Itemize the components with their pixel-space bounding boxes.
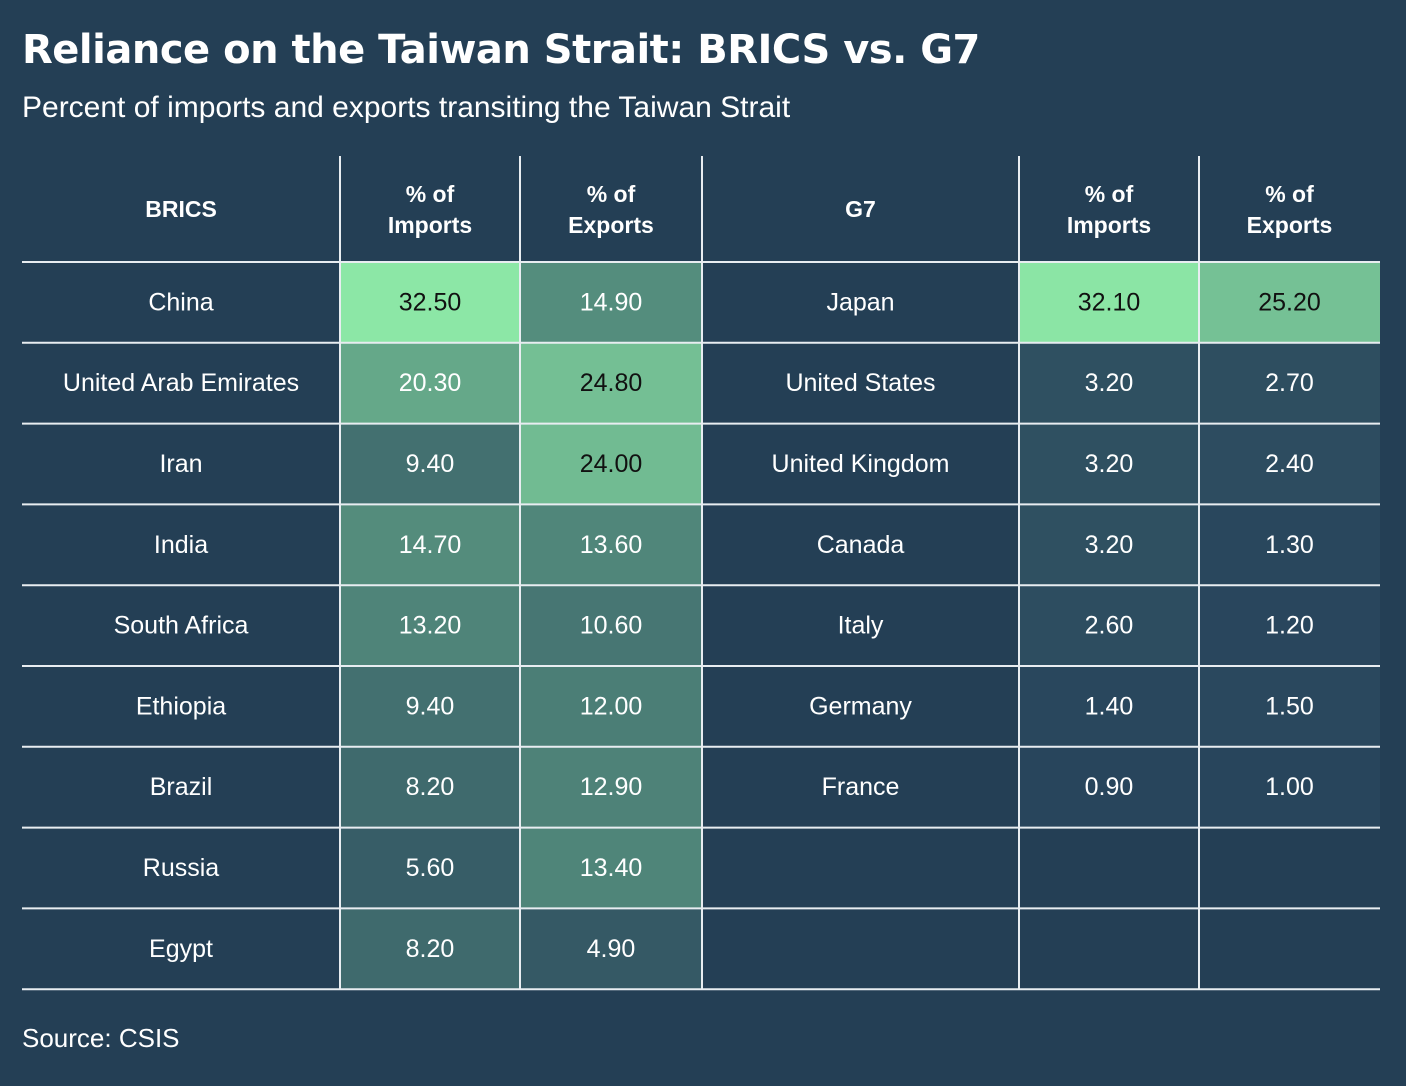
- brics-exports-cell: [520, 585, 702, 666]
- g7-exports-cell: [1199, 666, 1380, 747]
- brics-imports-cell: [340, 827, 520, 909]
- brics-imports-cell: [340, 585, 520, 666]
- brics-exports-value: 4.90: [587, 935, 636, 963]
- brics-imports-value: 9.40: [406, 692, 455, 720]
- brics-imports-value: 20.30: [399, 369, 462, 397]
- column-header: % of Imports: [388, 181, 472, 238]
- g7-imports-value: 3.20: [1085, 450, 1134, 478]
- brics-country-label: Brazil: [150, 773, 213, 801]
- chart-subtitle: Percent of imports and exports transitin…: [22, 91, 791, 124]
- brics-exports-cell: [520, 342, 702, 424]
- brics-exports-cell: [520, 666, 702, 747]
- g7-exports-cell: [1199, 504, 1380, 586]
- g7-imports-value: 2.60: [1085, 612, 1134, 640]
- brics-imports-value: 8.20: [406, 935, 455, 963]
- brics-country-label: India: [154, 531, 208, 559]
- brics-imports-value: 13.20: [399, 612, 462, 640]
- brics-country-label: Ethiopia: [136, 692, 226, 720]
- brics-country-label: United Arab Emirates: [63, 369, 299, 397]
- brics-exports-value: 13.40: [580, 854, 643, 882]
- brics-country-label: South Africa: [114, 612, 249, 640]
- brics-exports-value: 12.00: [580, 692, 643, 720]
- g7-exports-cell: [1199, 342, 1380, 424]
- brics-exports-value: 13.60: [580, 531, 643, 559]
- column-header: % of Exports: [1247, 181, 1333, 238]
- g7-exports-cell: [1199, 585, 1380, 666]
- brics-exports-cell: [520, 827, 702, 909]
- brics-imports-cell: [340, 504, 520, 586]
- g7-exports-value: 2.40: [1265, 450, 1314, 478]
- column-header: BRICS: [145, 196, 217, 222]
- g7-imports-value: 0.90: [1085, 773, 1134, 801]
- g7-imports-cell: [1019, 746, 1199, 828]
- brics-exports-cell: [520, 504, 702, 586]
- brics-imports-cell: [340, 423, 520, 505]
- g7-country-label: United Kingdom: [772, 450, 950, 478]
- g7-imports-cell: [1019, 666, 1199, 747]
- g7-country-label: Japan: [826, 288, 894, 316]
- g7-exports-value: 1.20: [1265, 612, 1314, 640]
- brics-imports-cell: [340, 342, 520, 424]
- g7-imports-value: 3.20: [1085, 369, 1134, 397]
- g7-country-label: United States: [785, 369, 935, 397]
- brics-imports-cell: [340, 908, 520, 990]
- g7-exports-value: 25.20: [1258, 288, 1321, 316]
- g7-imports-cell: [1019, 262, 1199, 343]
- brics-exports-cell: [520, 262, 702, 343]
- g7-imports-cell: [1019, 504, 1199, 586]
- g7-country-label: Germany: [809, 692, 912, 720]
- brics-exports-value: 12.90: [580, 773, 643, 801]
- g7-exports-value: 1.30: [1265, 531, 1314, 559]
- brics-exports-value: 24.00: [580, 450, 643, 478]
- brics-exports-cell: [520, 908, 702, 990]
- table-svg: BRICS % of Imports % of Exports G7 % of Imports…: [22, 156, 1380, 991]
- g7-imports-value: 3.20: [1085, 531, 1134, 559]
- column-header: G7: [845, 196, 876, 222]
- g7-exports-cell: [1199, 262, 1380, 343]
- g7-imports-cell: [1019, 423, 1199, 505]
- brics-imports-value: 5.60: [406, 854, 455, 882]
- g7-exports-value: 1.00: [1265, 773, 1314, 801]
- g7-exports-cell: [1199, 423, 1380, 505]
- g7-imports-cell: [1019, 585, 1199, 666]
- brics-country-label: Russia: [143, 854, 220, 882]
- g7-country-label: France: [822, 773, 900, 801]
- g7-exports-value: 2.70: [1265, 369, 1314, 397]
- brics-exports-value: 24.80: [580, 369, 643, 397]
- column-header: % of Imports: [1067, 181, 1151, 238]
- g7-imports-value: 1.40: [1085, 692, 1134, 720]
- chart-title: Reliance on the Taiwan Strait: BRICS vs.…: [22, 27, 980, 73]
- brics-imports-value: 9.40: [406, 450, 455, 478]
- g7-exports-cell: [1199, 746, 1380, 828]
- brics-imports-cell: [340, 746, 520, 828]
- brics-imports-value: 32.50: [399, 288, 462, 316]
- brics-country-label: China: [148, 288, 213, 316]
- g7-imports-cell: [1019, 342, 1199, 424]
- g7-exports-value: 1.50: [1265, 692, 1314, 720]
- brics-imports-value: 8.20: [406, 773, 455, 801]
- brics-imports-cell: [340, 262, 520, 343]
- brics-exports-cell: [520, 746, 702, 828]
- source-note: Source: CSIS: [22, 1023, 180, 1053]
- g7-country-label: Italy: [838, 612, 884, 640]
- brics-exports-value: 10.60: [580, 612, 643, 640]
- g7-country-label: Canada: [817, 531, 905, 559]
- column-header: % of Exports: [568, 181, 654, 238]
- data-table: BRICS % of Imports % of Exports G7 % of Imports…: [22, 156, 1382, 997]
- brics-exports-value: 14.90: [580, 288, 643, 316]
- brics-country-label: Iran: [159, 450, 202, 478]
- g7-imports-value: 32.10: [1078, 288, 1141, 316]
- brics-imports-value: 14.70: [399, 531, 462, 559]
- brics-exports-cell: [520, 423, 702, 505]
- brics-imports-cell: [340, 666, 520, 747]
- brics-country-label: Egypt: [149, 935, 213, 963]
